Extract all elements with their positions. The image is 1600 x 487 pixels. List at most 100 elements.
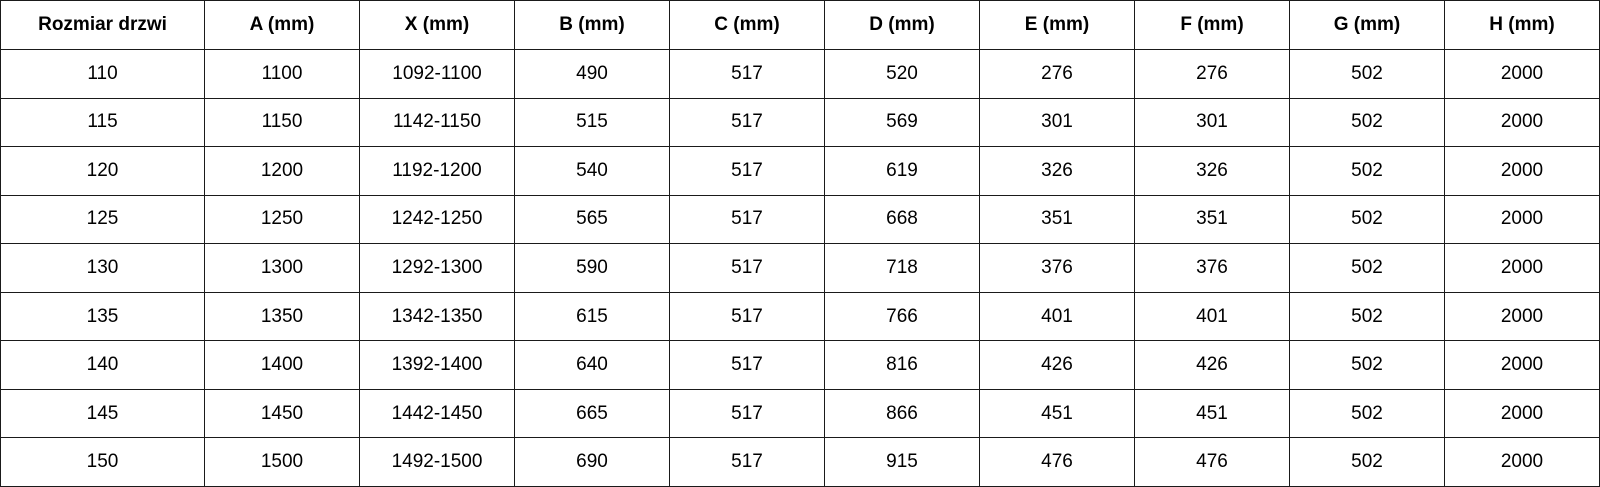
table-cell: 665 xyxy=(514,388,670,439)
table-cell: 326 xyxy=(979,146,1135,196)
table-cell: 451 xyxy=(1134,388,1290,439)
table-row: 145 1450 1442-1450 665 517 866 451 451 502 2000 xyxy=(0,388,1600,439)
table-cell: 502 xyxy=(1289,243,1445,293)
table-cell: 145 xyxy=(0,388,205,439)
table-cell: 502 xyxy=(1289,388,1445,439)
table-cell: 540 xyxy=(514,146,670,196)
table-row: 140 1400 1392-1400 640 517 816 426 426 502 2000 xyxy=(0,340,1600,390)
table-cell: 615 xyxy=(514,291,670,342)
table-cell: 517 xyxy=(669,146,825,196)
table-cell: 476 xyxy=(1134,437,1290,487)
table-cell: 476 xyxy=(979,437,1135,487)
table-cell: 517 xyxy=(669,97,825,148)
table-row: 135 1350 1342-1350 615 517 766 401 401 502 2000 xyxy=(0,291,1600,342)
table-cell: 276 xyxy=(1134,49,1290,99)
table-cell: 1200 xyxy=(204,146,360,196)
table-cell: 1442-1450 xyxy=(359,388,515,439)
table-cell: 2000 xyxy=(1444,49,1600,99)
table-cell: 2000 xyxy=(1444,291,1600,342)
table-cell: 569 xyxy=(824,97,980,148)
table-cell: 915 xyxy=(824,437,980,487)
column-header: B (mm) xyxy=(514,0,670,50)
table-cell: 276 xyxy=(979,49,1135,99)
table-cell: 2000 xyxy=(1444,388,1600,439)
table-cell: 125 xyxy=(0,194,205,245)
table-cell: 120 xyxy=(0,146,205,196)
table-row: 120 1200 1192-1200 540 517 619 326 326 502 2000 xyxy=(0,146,1600,196)
table-cell: 668 xyxy=(824,194,980,245)
column-header: G (mm) xyxy=(1289,0,1445,50)
table-row: 150 1500 1492-1500 690 517 915 476 476 502 2000 xyxy=(0,437,1600,487)
table-cell: 1450 xyxy=(204,388,360,439)
table-cell: 1350 xyxy=(204,291,360,342)
table-cell: 2000 xyxy=(1444,97,1600,148)
table-cell: 1500 xyxy=(204,437,360,487)
table-cell: 517 xyxy=(669,194,825,245)
table-cell: 1492-1500 xyxy=(359,437,515,487)
table-cell: 520 xyxy=(824,49,980,99)
table-cell: 502 xyxy=(1289,291,1445,342)
table-cell: 426 xyxy=(979,340,1135,390)
table-cell: 2000 xyxy=(1444,340,1600,390)
table-cell: 590 xyxy=(514,243,670,293)
table-cell: 690 xyxy=(514,437,670,487)
table-row: 125 1250 1242-1250 565 517 668 351 351 502 2000 xyxy=(0,194,1600,245)
table-cell: 426 xyxy=(1134,340,1290,390)
table-cell: 451 xyxy=(979,388,1135,439)
table-body: 110 1100 1092-1100 490 517 520 276 276 502 2000 11… xyxy=(0,49,1600,487)
table-cell: 1250 xyxy=(204,194,360,245)
table-cell: 490 xyxy=(514,49,670,99)
table-cell: 816 xyxy=(824,340,980,390)
table-cell: 1142-1150 xyxy=(359,97,515,148)
table-cell: 517 xyxy=(669,437,825,487)
table-cell: 517 xyxy=(669,49,825,99)
table-cell: 401 xyxy=(979,291,1135,342)
table-cell: 1242-1250 xyxy=(359,194,515,245)
column-header: D (mm) xyxy=(824,0,980,50)
table-cell: 140 xyxy=(0,340,205,390)
column-header: H (mm) xyxy=(1444,0,1600,50)
column-header: C (mm) xyxy=(669,0,825,50)
table-cell: 515 xyxy=(514,97,670,148)
table-cell: 351 xyxy=(979,194,1135,245)
table-cell: 502 xyxy=(1289,146,1445,196)
table-cell: 502 xyxy=(1289,194,1445,245)
table-cell: 1342-1350 xyxy=(359,291,515,342)
table-cell: 718 xyxy=(824,243,980,293)
table-cell: 517 xyxy=(669,388,825,439)
table-cell: 1292-1300 xyxy=(359,243,515,293)
table-cell: 766 xyxy=(824,291,980,342)
table-row: 115 1150 1142-1150 515 517 569 301 301 502 2000 xyxy=(0,97,1600,148)
table-cell: 115 xyxy=(0,97,205,148)
table-cell: 110 xyxy=(0,49,205,99)
table-cell: 1092-1100 xyxy=(359,49,515,99)
table-cell: 351 xyxy=(1134,194,1290,245)
table-cell: 502 xyxy=(1289,49,1445,99)
column-header: E (mm) xyxy=(979,0,1135,50)
table-cell: 2000 xyxy=(1444,146,1600,196)
table-cell: 565 xyxy=(514,194,670,245)
column-header: Rozmiar drzwi xyxy=(0,0,205,50)
table-cell: 376 xyxy=(1134,243,1290,293)
column-header: X (mm) xyxy=(359,0,515,50)
table-cell: 619 xyxy=(824,146,980,196)
table-cell: 1392-1400 xyxy=(359,340,515,390)
table-cell: 1150 xyxy=(204,97,360,148)
table-cell: 376 xyxy=(979,243,1135,293)
table-cell: 502 xyxy=(1289,437,1445,487)
table-row: 110 1100 1092-1100 490 517 520 276 276 502 2000 xyxy=(0,49,1600,99)
table-cell: 502 xyxy=(1289,340,1445,390)
column-header: F (mm) xyxy=(1134,0,1290,50)
table-cell: 517 xyxy=(669,340,825,390)
table-cell: 1300 xyxy=(204,243,360,293)
table-cell: 640 xyxy=(514,340,670,390)
table-row: 130 1300 1292-1300 590 517 718 376 376 502 2000 xyxy=(0,243,1600,293)
table-cell: 1400 xyxy=(204,340,360,390)
header-row: Rozmiar drzwi A (mm) X (mm) B (mm) C (mm) D (… xyxy=(0,0,1600,50)
table-cell: 517 xyxy=(669,291,825,342)
table-cell: 1192-1200 xyxy=(359,146,515,196)
table-cell: 866 xyxy=(824,388,980,439)
table-cell: 301 xyxy=(979,97,1135,148)
table-cell: 502 xyxy=(1289,97,1445,148)
